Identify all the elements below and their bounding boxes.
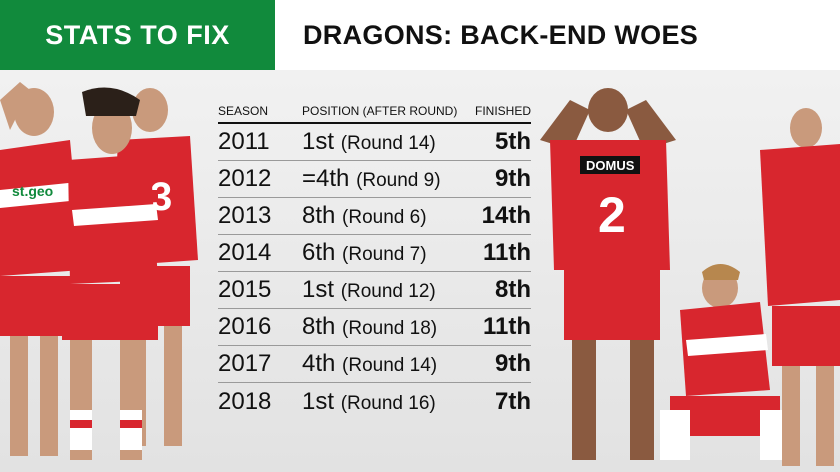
- sponsor-right: DOMUS: [586, 158, 635, 173]
- position-cell: 4th (Round 14): [302, 350, 472, 378]
- header-finished: FINISHED: [474, 104, 531, 118]
- table-row: 2017 4th (Round 14) 9th: [218, 346, 531, 383]
- table-row: 2018 1st (Round 16) 7th: [218, 383, 531, 420]
- table-header: SEASON POSITION (AFTER ROUND) FINISHED: [218, 100, 531, 124]
- finished-cell: 11th: [482, 313, 531, 340]
- position-value: 1st: [302, 276, 335, 303]
- header-left-title: STATS TO FIX: [45, 19, 230, 50]
- season-cell: 2011: [218, 128, 270, 155]
- stats-table: SEASON POSITION (AFTER ROUND) FINISHED 2…: [218, 100, 531, 420]
- position-value: 6th: [302, 239, 336, 266]
- round-value: (Round 14): [342, 355, 438, 376]
- finished-cell: 5th: [495, 128, 531, 155]
- header-title-bar: DRAGONS: BACK-END WOES: [275, 0, 840, 70]
- round-value: (Round 6): [342, 207, 427, 228]
- position-cell: 1st (Round 16): [302, 388, 472, 416]
- position-value: 1st: [302, 128, 335, 155]
- table-row: 2016 8th (Round 18) 11th: [218, 309, 531, 346]
- table-row: 2011 1st (Round 14) 5th: [218, 124, 531, 161]
- position-value: =4th: [302, 165, 350, 192]
- season-cell: 2016: [218, 313, 272, 340]
- header-stats-to-fix: STATS TO FIX: [0, 0, 275, 70]
- position-value: 8th: [302, 313, 336, 340]
- season-cell: 2017: [218, 350, 272, 377]
- finished-cell: 7th: [495, 387, 531, 415]
- position-cell: 8th (Round 18): [302, 313, 472, 341]
- season-cell: 2012: [218, 165, 272, 192]
- table-row: 2014 6th (Round 7) 11th: [218, 235, 531, 272]
- finished-cell: 9th: [495, 350, 531, 377]
- table-row: 2015 1st (Round 12) 8th: [218, 272, 531, 309]
- position-cell: 8th (Round 6): [302, 202, 472, 230]
- round-value: (Round 18): [342, 318, 438, 339]
- round-value: (Round 16): [340, 392, 436, 414]
- finished-cell: 8th: [495, 276, 531, 303]
- sponsor-left: st.geo: [12, 183, 53, 199]
- position-cell: 6th (Round 7): [302, 239, 472, 267]
- table-row: 2012 =4th (Round 9) 9th: [218, 161, 531, 198]
- position-value: 1st: [302, 387, 335, 415]
- round-value: (Round 7): [342, 244, 427, 265]
- season-cell: 2015: [218, 276, 272, 303]
- players-photo-left: 3 st.geo: [0, 70, 210, 472]
- season-cell: 2018: [218, 387, 272, 415]
- position-value: 8th: [302, 202, 336, 229]
- players-photo-right: DOMUS 2: [520, 70, 840, 472]
- header-season: SEASON: [218, 104, 269, 118]
- position-cell: 1st (Round 12): [302, 276, 472, 304]
- finished-cell: 14th: [481, 202, 531, 229]
- jersey-number-right: 2: [598, 187, 626, 243]
- position-cell: =4th (Round 9): [302, 165, 472, 193]
- table-row: 2013 8th (Round 6) 14th: [218, 198, 531, 235]
- position-cell: 1st (Round 14): [302, 128, 472, 156]
- round-value: (Round 14): [340, 133, 436, 154]
- header-position: POSITION (AFTER ROUND): [302, 104, 458, 118]
- finished-cell: 11th: [482, 239, 531, 266]
- position-value: 4th: [302, 350, 336, 377]
- round-value: (Round 12): [340, 281, 436, 302]
- header-right-title: DRAGONS: BACK-END WOES: [303, 19, 699, 50]
- round-value: (Round 9): [356, 170, 441, 191]
- season-cell: 2014: [218, 239, 272, 266]
- season-cell: 2013: [218, 202, 272, 229]
- finished-cell: 9th: [495, 165, 531, 192]
